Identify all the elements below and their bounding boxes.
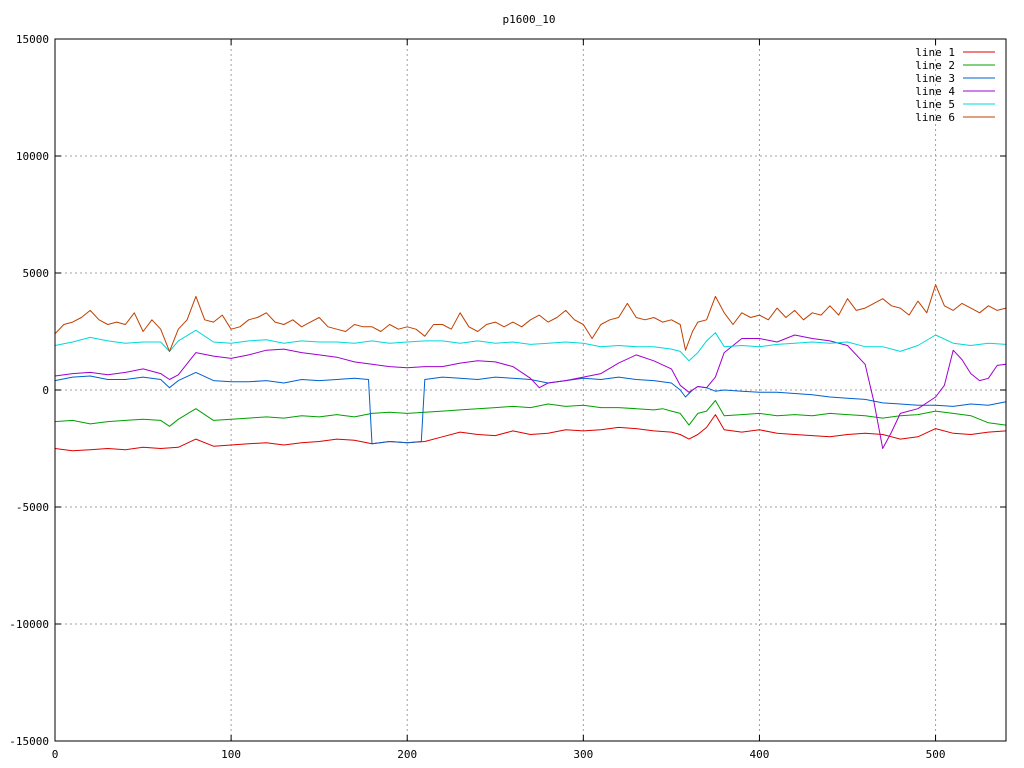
series-line-2 — [54, 400, 1007, 427]
grid — [55, 39, 1006, 741]
series-line-4 — [54, 334, 1007, 449]
legend-label: line 5 — [915, 98, 955, 111]
legend-label: line 3 — [915, 72, 955, 85]
series-line-6 — [54, 284, 1007, 352]
chart-title: p1600_10 — [503, 13, 556, 26]
axes: 0 100 200 300 400 500 -15000 -10000 -5000 0 5000 10… — [9, 33, 1006, 761]
x-tick-label: 100 — [221, 748, 241, 761]
legend-label: line 4 — [915, 85, 955, 98]
series-line-3 — [54, 371, 1007, 445]
legend-label: line 2 — [915, 59, 955, 72]
y-tick-label: 15000 — [16, 33, 49, 46]
legend-label: line 1 — [915, 46, 955, 59]
x-tick-label: 500 — [926, 748, 946, 761]
x-tick-label: 300 — [573, 748, 593, 761]
series-line-1 — [54, 414, 1007, 452]
y-tick-label: -10000 — [9, 618, 49, 631]
series-line-5 — [54, 329, 1007, 362]
y-tick-label: -15000 — [9, 735, 49, 748]
x-tick-label: 400 — [750, 748, 770, 761]
y-tick-label: 10000 — [16, 150, 49, 163]
x-tick-label: 0 — [52, 748, 59, 761]
y-tick-label: -5000 — [16, 501, 49, 514]
y-tick-label: 0 — [42, 384, 49, 397]
legend-label: line 6 — [915, 111, 955, 124]
plot-lines — [54, 284, 1007, 452]
x-tick-label: 200 — [397, 748, 417, 761]
y-tick-label: 5000 — [23, 267, 50, 280]
